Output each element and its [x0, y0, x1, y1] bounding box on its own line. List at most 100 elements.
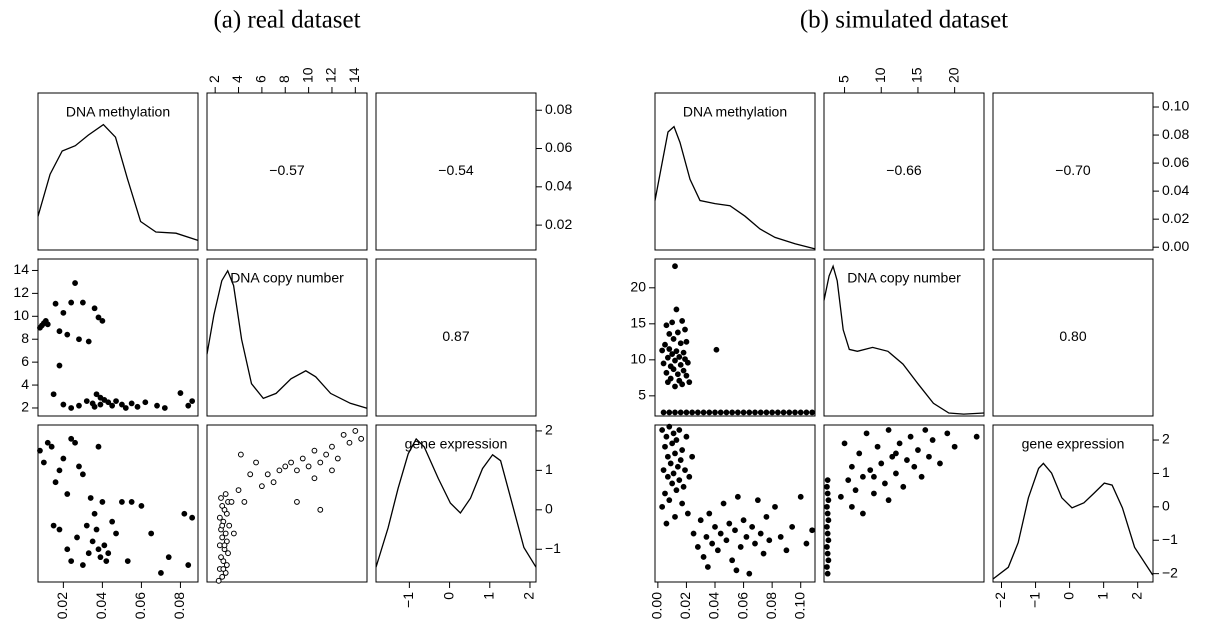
- scatter-point: [222, 491, 229, 497]
- scatter-point: [334, 455, 341, 462]
- scatter-point: [95, 314, 102, 321]
- scatter-point: [294, 467, 300, 474]
- panel-frame: [375, 92, 537, 251]
- scatter-point: [48, 443, 55, 450]
- scatter-point: [672, 409, 678, 416]
- scatter-point: [659, 427, 666, 433]
- scatter-point: [777, 534, 784, 540]
- scatter-point: [253, 459, 259, 466]
- y-tick-label: 0.02: [545, 216, 572, 232]
- y-tick-label: 0.04: [545, 178, 572, 194]
- scatter-point: [809, 527, 816, 534]
- scatter-point: [874, 443, 881, 450]
- y-tick-label: 2: [21, 399, 29, 415]
- scatter-point: [706, 409, 713, 416]
- scatter-point: [221, 542, 228, 549]
- scatter-point: [659, 347, 666, 354]
- scatter-point: [789, 523, 796, 530]
- scatter-point: [824, 570, 831, 577]
- scatter-point: [677, 361, 684, 368]
- x-tick-label: 0.04: [706, 592, 722, 619]
- scatter-point: [824, 483, 830, 490]
- scatter-point: [85, 338, 92, 345]
- scatter-point: [859, 510, 866, 517]
- x-tick-label: −1: [400, 592, 416, 608]
- x-tick-label: 0: [440, 592, 456, 600]
- scatter-point: [68, 435, 75, 442]
- panel-frame: [206, 424, 368, 583]
- scatter-point: [215, 577, 222, 584]
- x-tick-label: 10: [299, 67, 315, 83]
- scatter-point: [113, 398, 119, 405]
- scatter-point: [664, 354, 671, 361]
- scatter-point: [757, 530, 764, 537]
- scatter-point: [124, 558, 131, 564]
- scatter-point: [669, 319, 676, 326]
- scatter-point: [672, 383, 678, 390]
- x-tick-label: 0.06: [132, 592, 148, 619]
- density-curve: [37, 123, 199, 242]
- y-tick-label: 10: [630, 351, 646, 367]
- scatter-point: [60, 309, 67, 316]
- scatter-point: [769, 409, 776, 416]
- scatter-point: [666, 423, 673, 430]
- scatter-point: [288, 459, 294, 466]
- scatter-point: [729, 409, 736, 416]
- variable-label: DNA copy number: [847, 270, 961, 286]
- scatter-point: [825, 517, 832, 524]
- y-tick-label: 0.04: [1162, 182, 1189, 198]
- scatter-point: [743, 534, 750, 540]
- density-curve: [206, 269, 368, 409]
- x-tick-label: 0.02: [54, 592, 70, 619]
- scatter-point: [797, 493, 804, 500]
- scatter-point: [219, 522, 226, 529]
- scatter-point: [109, 402, 116, 409]
- panel-frame: [375, 424, 537, 583]
- x-tick-label: 0.08: [763, 592, 779, 619]
- scatter-point: [662, 490, 668, 497]
- scatter-point: [871, 473, 877, 480]
- panel-frame: [823, 92, 985, 251]
- scatter-point: [216, 514, 223, 521]
- y-tick-label: 1: [545, 461, 553, 477]
- scatter-point: [672, 450, 678, 457]
- scatter-point: [181, 510, 188, 517]
- scatter-point: [867, 467, 874, 473]
- scatter-point: [673, 437, 680, 443]
- scatter-point: [951, 443, 958, 450]
- chart-title: (a) real dataset: [213, 7, 360, 34]
- scatter-point: [64, 331, 71, 338]
- scatter-point: [76, 336, 82, 343]
- scatter-point: [683, 409, 690, 416]
- y-tick-label: 1: [1162, 464, 1170, 480]
- scatter-point: [185, 402, 192, 409]
- scatter-point: [113, 530, 119, 537]
- correlation-label: −0.54: [438, 162, 474, 178]
- scatter-point: [672, 513, 678, 520]
- scatter-point: [329, 443, 335, 450]
- scatter-point: [679, 447, 686, 453]
- scatter-point: [311, 447, 318, 454]
- scatter-point: [670, 470, 677, 477]
- scatter-point: [680, 349, 687, 356]
- scatter-point: [760, 550, 767, 557]
- scatter-point: [667, 460, 674, 467]
- scatter-point: [79, 562, 86, 568]
- scatter-point: [154, 402, 160, 409]
- scatter-point: [660, 409, 667, 416]
- scatter-point: [825, 557, 832, 564]
- scatter-point: [282, 463, 289, 470]
- scatter-point: [825, 497, 832, 504]
- scatter-point: [662, 341, 668, 348]
- scatter-point: [694, 544, 701, 550]
- scatter-point: [824, 544, 830, 550]
- scatter-point: [670, 366, 677, 373]
- scatter-point: [682, 356, 688, 363]
- scatter-point: [241, 499, 248, 505]
- scatter-point: [105, 399, 112, 406]
- scatter-point: [783, 547, 790, 554]
- density-curve: [375, 437, 537, 568]
- scatter-point: [683, 372, 690, 379]
- scatter-point: [684, 510, 691, 517]
